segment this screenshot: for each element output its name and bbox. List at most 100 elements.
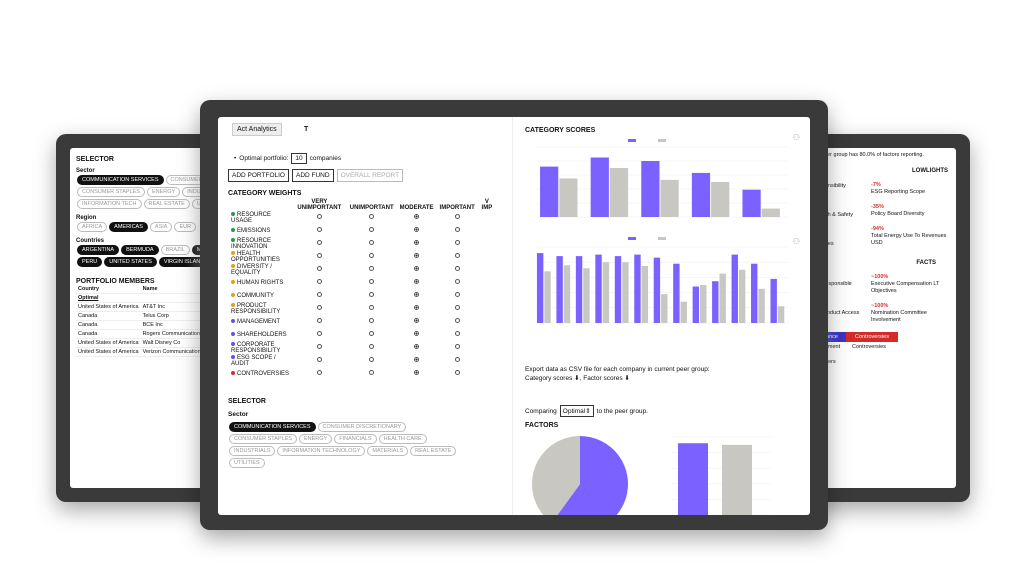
- table-cell: Verizon Communications Inc: [140, 347, 215, 357]
- download-icon[interactable]: ⬇: [574, 375, 580, 382]
- chip-americas[interactable]: AMERICAS: [109, 222, 148, 232]
- weight-radio[interactable]: [454, 318, 460, 323]
- weight-radio[interactable]: [454, 292, 460, 297]
- weight-radio[interactable]: [454, 227, 460, 232]
- chip-information-tech[interactable]: INFORMATION TECH: [77, 199, 142, 209]
- weight-radio[interactable]: [316, 214, 322, 219]
- weight-radio[interactable]: [369, 253, 375, 258]
- weight-radio[interactable]: [454, 370, 460, 375]
- column-header[interactable]: Name: [140, 285, 215, 294]
- weight-radio[interactable]: [316, 240, 322, 245]
- weight-radio[interactable]: [454, 214, 460, 219]
- weight-radio[interactable]: [414, 318, 420, 323]
- weight-radio[interactable]: [414, 305, 420, 310]
- chip-communication-services[interactable]: COMMUNICATION SERVICES: [77, 175, 164, 185]
- chip-industrials[interactable]: INDUSTRIALS: [229, 446, 276, 456]
- weight-radio[interactable]: [454, 331, 460, 336]
- lowlights-title: LOWLIGHTS: [912, 168, 948, 174]
- chip-consumer-discretionary[interactable]: CONSUMER DISCRETIONARY: [317, 422, 407, 432]
- chip-communication-services[interactable]: COMMUNICATION SERVICES: [229, 422, 316, 432]
- add-fund-button[interactable]: ADD FUND: [291, 169, 334, 182]
- metric-value: ~100%: [871, 274, 889, 280]
- weight-radio[interactable]: [316, 318, 322, 323]
- weight-radio[interactable]: [369, 305, 375, 310]
- weight-radio[interactable]: [316, 266, 322, 271]
- weight-radio[interactable]: [414, 357, 420, 362]
- chip-real-estate[interactable]: REAL ESTATE: [143, 199, 190, 209]
- weight-radio[interactable]: [369, 292, 375, 297]
- weight-radio[interactable]: [414, 292, 420, 297]
- weight-radio[interactable]: [369, 279, 375, 284]
- chip-utilities[interactable]: UTILITIES: [229, 458, 265, 468]
- weight-radio[interactable]: [369, 370, 375, 375]
- chip-financials[interactable]: FINANCIALS: [334, 434, 377, 444]
- chip-argentina[interactable]: ARGENTINA: [77, 245, 120, 255]
- weight-radio[interactable]: [316, 370, 322, 375]
- chip-real-estate[interactable]: REAL ESTATE: [410, 446, 457, 456]
- column-header[interactable]: Country: [76, 285, 141, 294]
- weight-radio[interactable]: [316, 253, 322, 258]
- weight-radio[interactable]: [414, 331, 420, 336]
- export-category-link[interactable]: Category scores: [525, 375, 573, 382]
- chip-materials[interactable]: MATERIALS: [367, 446, 409, 456]
- add-portfolio-button[interactable]: ADD PORTFOLIO: [228, 169, 289, 182]
- weight-radio[interactable]: [369, 318, 375, 323]
- pie-slice: [532, 436, 580, 515]
- weight-radio[interactable]: [414, 266, 420, 271]
- chip-bermuda[interactable]: BERMUDA: [121, 245, 159, 255]
- weight-radio[interactable]: [369, 266, 375, 271]
- chip-consumer-staples[interactable]: CONSUMER STAPLES: [229, 434, 297, 444]
- download-icon[interactable]: ⬇: [624, 375, 630, 382]
- chip-information-technology[interactable]: INFORMATION TECHNOLOGY: [277, 446, 366, 456]
- chip-africa[interactable]: AFRICA: [77, 222, 108, 232]
- weight-radio[interactable]: [454, 357, 460, 362]
- chip-asia[interactable]: ASIA: [149, 222, 173, 232]
- weight-radio[interactable]: [316, 357, 322, 362]
- weight-radio[interactable]: [369, 344, 375, 349]
- weight-radio[interactable]: [316, 331, 322, 336]
- weight-radio[interactable]: [369, 227, 375, 232]
- weight-radio[interactable]: [316, 305, 322, 310]
- user-icon-2[interactable]: ⚇: [792, 237, 800, 246]
- table-cell: AT&T Inc: [140, 302, 215, 312]
- weight-radio[interactable]: [454, 253, 460, 258]
- weight-radio[interactable]: [369, 331, 375, 336]
- optimal-count-input[interactable]: 10: [291, 153, 307, 164]
- chip-consumer-staples[interactable]: CONSUMER STAPLES: [77, 187, 145, 197]
- weight-radio[interactable]: [316, 227, 322, 232]
- user-icon[interactable]: ⚇: [792, 133, 800, 142]
- weight-radio[interactable]: [414, 370, 420, 375]
- metric-item: ~100% Nomination Committee Involvement: [871, 303, 948, 324]
- weight-radio[interactable]: [369, 214, 375, 219]
- weight-radio[interactable]: [316, 292, 322, 297]
- weight-radio[interactable]: [414, 214, 420, 219]
- weight-radio[interactable]: [454, 305, 460, 310]
- chip-brazil[interactable]: BRAZIL: [160, 245, 190, 255]
- weight-radio[interactable]: [316, 279, 322, 284]
- weight-radio[interactable]: [414, 240, 420, 245]
- weight-radio[interactable]: [454, 266, 460, 271]
- weight-radio[interactable]: [454, 279, 460, 284]
- overall-report-button[interactable]: OVERALL REPORT: [336, 169, 404, 182]
- bar: [731, 254, 738, 323]
- compare-select[interactable]: Optimal⇕: [559, 405, 594, 417]
- chip-peru[interactable]: PERU: [77, 257, 103, 267]
- chip-energy[interactable]: ENERGY: [298, 434, 333, 444]
- weight-radio[interactable]: [414, 227, 420, 232]
- category-label: CONTROVERSIES: [237, 370, 290, 377]
- center-left-panel: Act Analytics T • Optimal portfolio: 10 …: [218, 117, 506, 515]
- weight-radio[interactable]: [369, 357, 375, 362]
- weight-radio[interactable]: [454, 240, 460, 245]
- weight-column-header: UNIMPORTANT: [349, 205, 394, 211]
- weight-radio[interactable]: [414, 253, 420, 258]
- chip-eur[interactable]: EUR: [174, 222, 197, 232]
- weight-radio[interactable]: [414, 344, 420, 349]
- weight-radio[interactable]: [316, 344, 322, 349]
- chip-united-states[interactable]: UNITED STATES: [104, 257, 157, 267]
- weight-radio[interactable]: [454, 344, 460, 349]
- weight-radio[interactable]: [369, 240, 375, 245]
- weight-radio[interactable]: [414, 279, 420, 284]
- chip-energy[interactable]: ENERGY: [146, 187, 181, 197]
- chip-health-care[interactable]: HEALTH CARE: [378, 434, 427, 444]
- export-factor-link[interactable]: Factor scores: [583, 375, 623, 382]
